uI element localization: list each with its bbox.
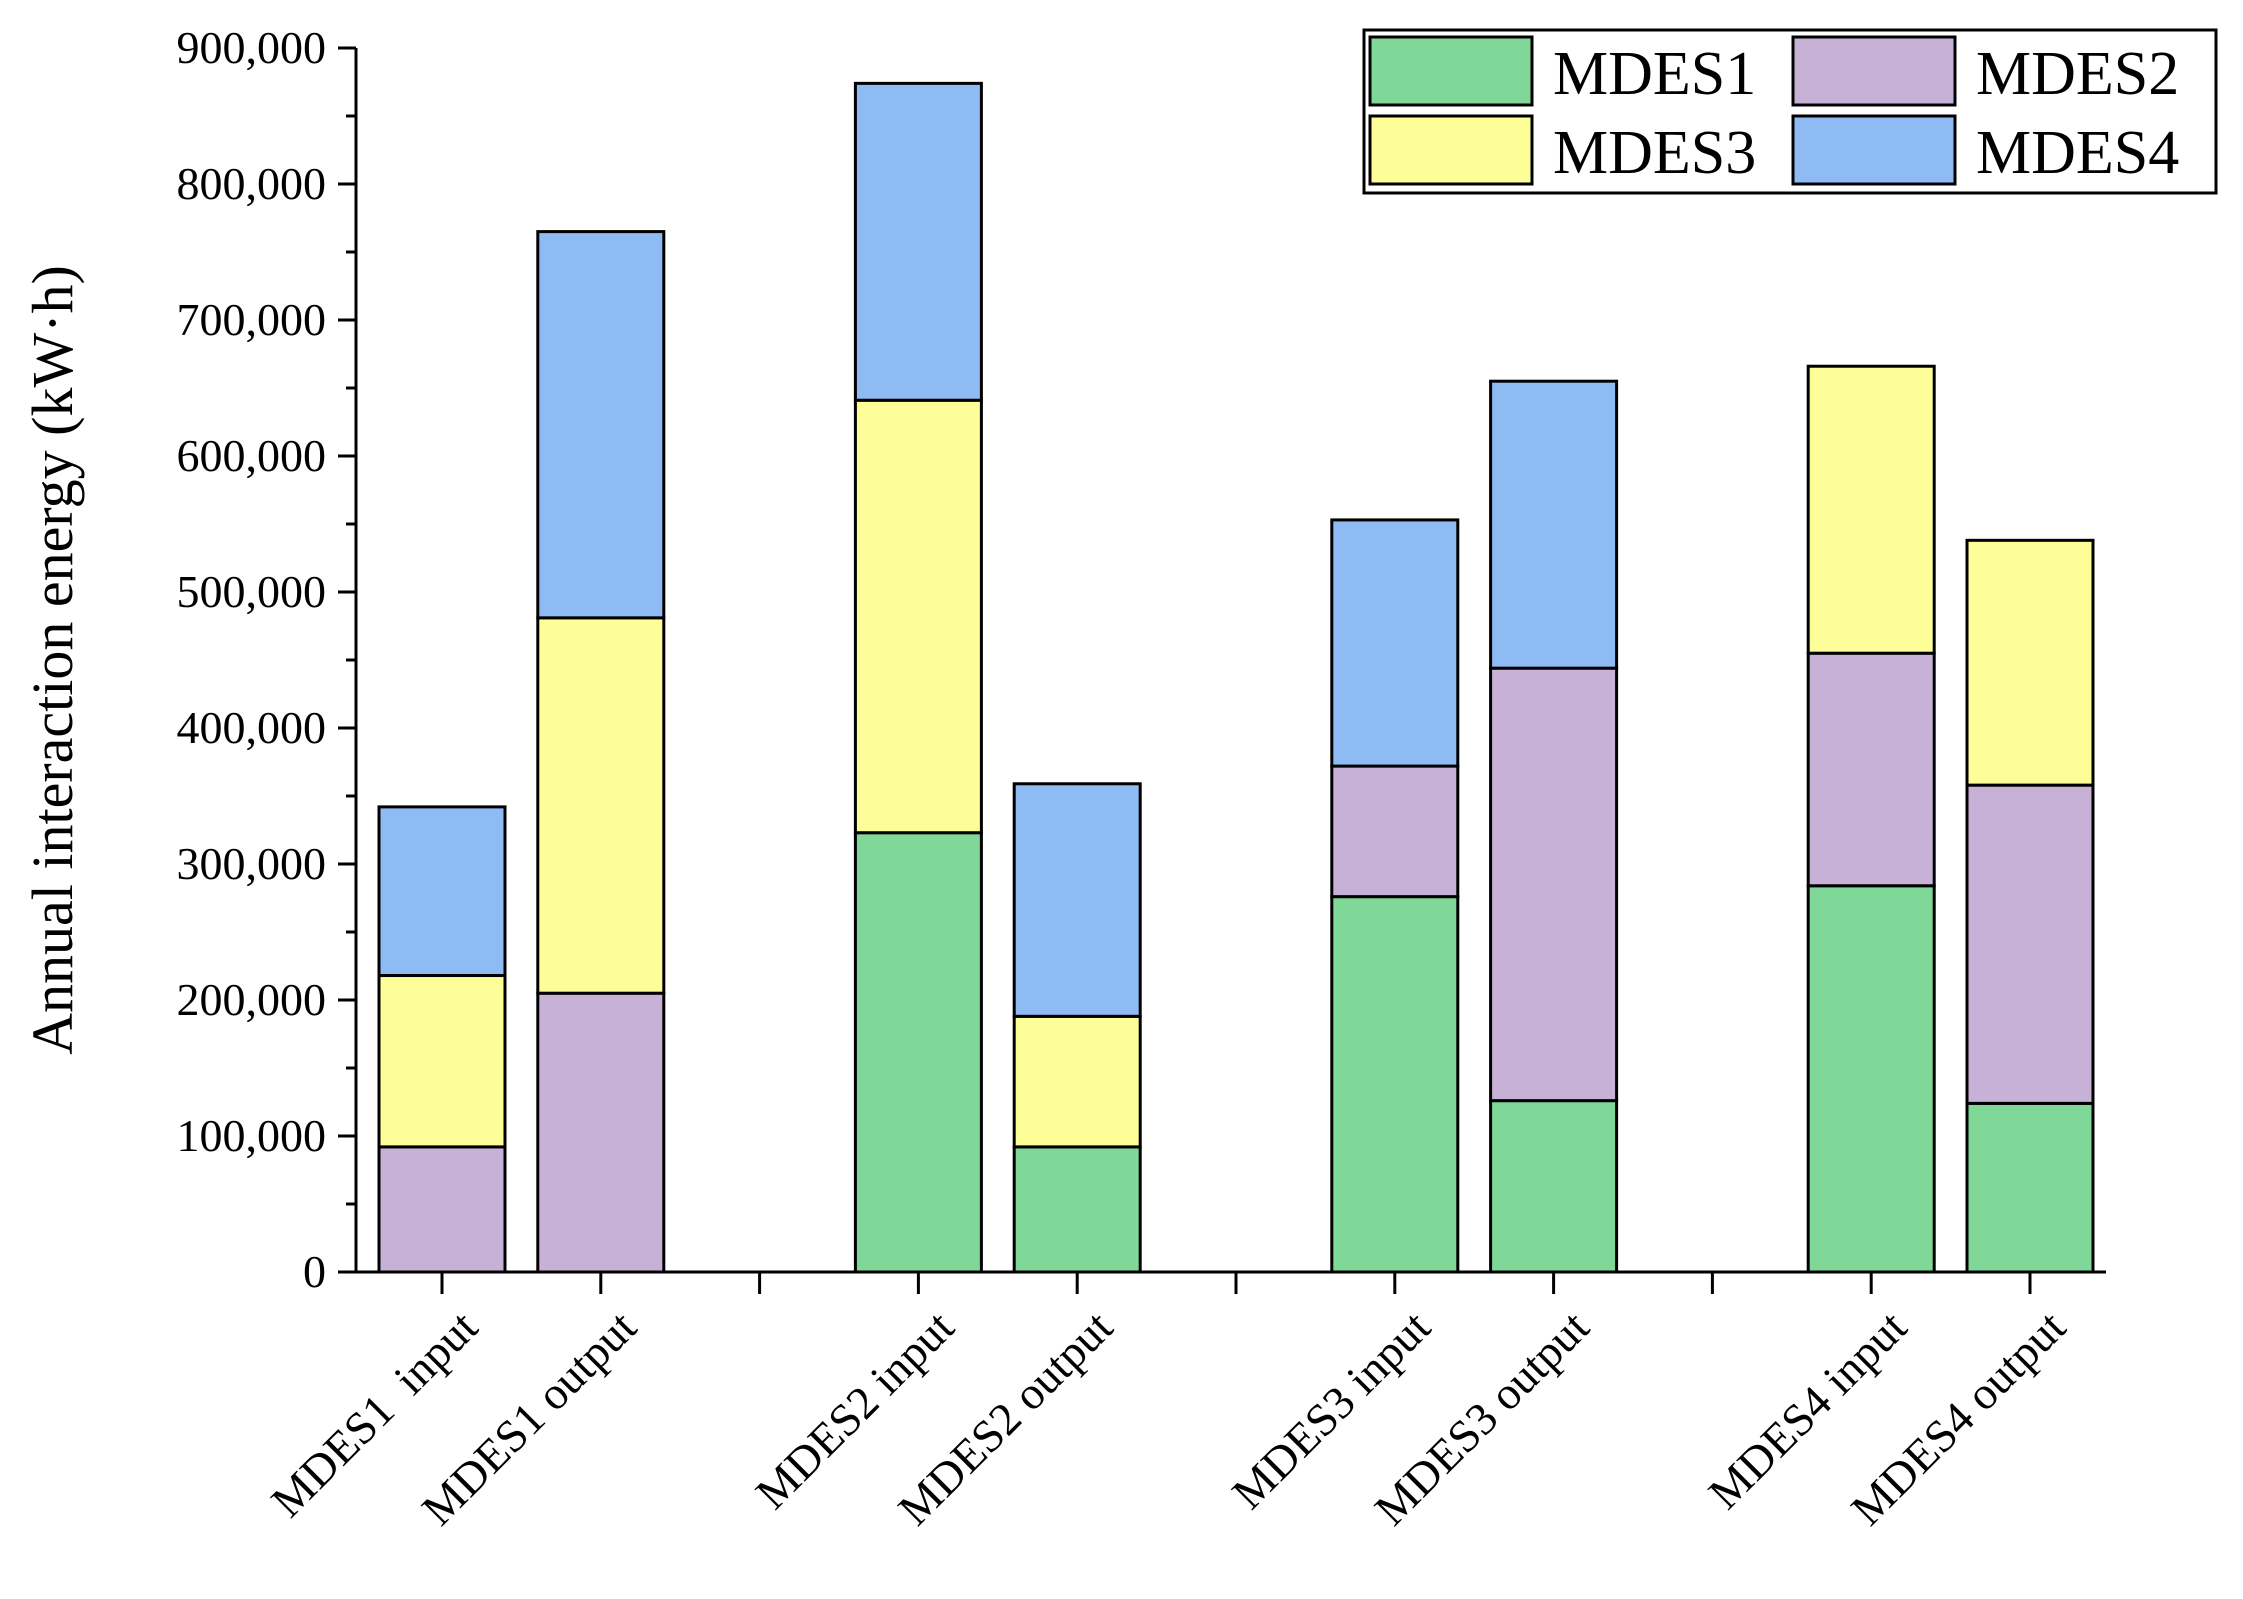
bar-segment-mdes2 [1330,764,1460,899]
y-tick-label: 900,000 [177,22,327,73]
bar-segment-mdes1 [853,831,983,1274]
y-tick-label: 500,000 [177,566,327,617]
y-tick-label: 200,000 [177,974,327,1025]
bar-segment-mdes2 [536,991,666,1274]
y-tick-label: 100,000 [177,1110,327,1161]
bar-segment-mdes1 [1489,1099,1619,1274]
bar-segment-mdes2 [377,1145,507,1274]
bar-segment-mdes3 [536,616,666,995]
bar-segment-mdes1 [1012,1145,1142,1274]
legend-swatch-mdes4 [1791,114,1957,186]
legend-swatch-mdes3 [1368,114,1534,186]
legend: MDES1 MDES2 MDES3 MDES4 [1362,28,2218,195]
y-axis-title: Annual interaction energy (kW·h) [20,265,85,1055]
bar-segment-mdes4 [536,230,666,620]
legend-label-mdes1: MDES1 [1553,40,1756,108]
bar-segment-mdes3 [1965,538,2095,787]
bar-segment-mdes3 [853,398,983,835]
bar-segment-mdes3 [1012,1014,1142,1149]
bar-segment-mdes2 [1806,651,1936,888]
bar-segment-mdes4 [377,805,507,978]
legend-swatch-mdes1 [1368,35,1534,107]
y-tick-label: 300,000 [177,838,327,889]
bar-segment-mdes4 [853,81,983,402]
y-tick-label: 0 [303,1246,326,1297]
y-tick-label: 700,000 [177,294,327,345]
bar-segment-mdes1 [1330,895,1460,1274]
y-tick-label: 800,000 [177,158,327,209]
bar-segment-mdes4 [1489,379,1619,670]
legend-label-mdes4: MDES4 [1976,119,2179,187]
legend-label-mdes2: MDES2 [1976,40,2179,108]
legend-swatch-mdes2 [1791,35,1957,107]
bar-segment-mdes1 [1965,1101,2095,1274]
bar-segment-mdes2 [1965,783,2095,1105]
bar-segment-mdes3 [1806,364,1936,655]
y-ticks: 0 100,000 200,000 300,000 400,000 500,000 600,… [177,22,356,1297]
bar-segment-mdes4 [1330,518,1460,768]
y-tick-label: 600,000 [177,430,327,481]
bar-segment-mdes1 [1806,884,1936,1274]
bar-segment-mdes2 [1489,666,1619,1103]
bar-segment-mdes4 [1012,782,1142,1018]
legend-label-mdes3: MDES3 [1553,119,1756,187]
bar-segment-mdes3 [377,974,507,1149]
y-tick-label: 400,000 [177,702,327,753]
bars-layer [377,81,2095,1274]
